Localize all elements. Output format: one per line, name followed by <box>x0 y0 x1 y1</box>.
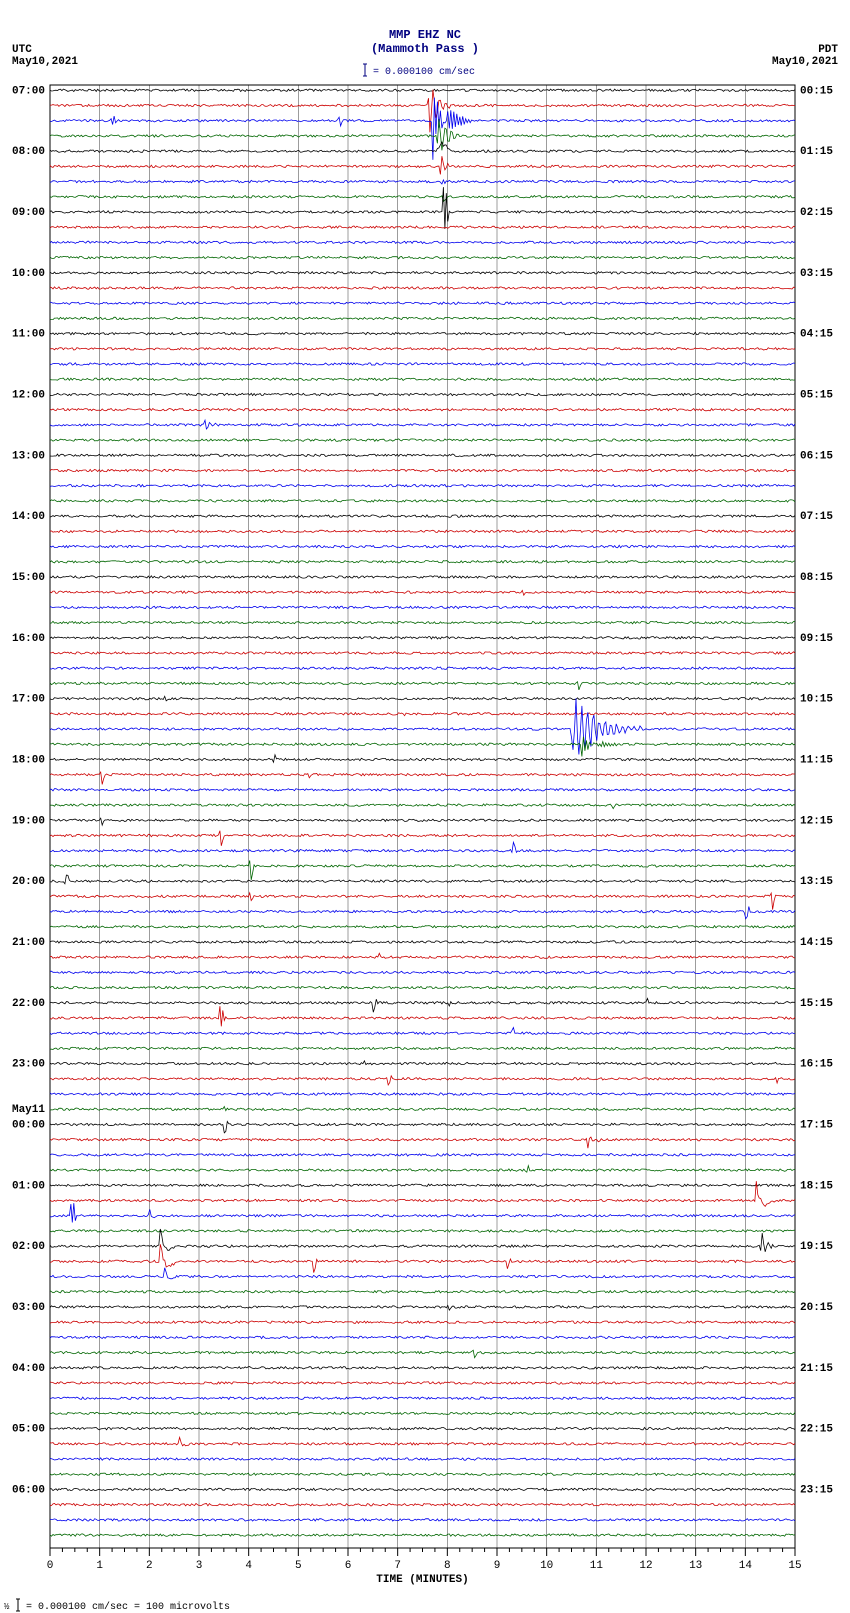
left-tz-label: UTC <box>12 44 32 56</box>
x-tick-label: 7 <box>394 1560 401 1572</box>
footer-scale-note: = 0.000100 cm/sec = 100 microvolts <box>26 1601 230 1613</box>
utc-time-label: 14:00 <box>12 511 45 523</box>
utc-time-label: 09:00 <box>12 207 45 219</box>
pdt-time-label: 03:15 <box>800 268 833 280</box>
utc-time-label: 05:00 <box>12 1424 45 1436</box>
utc-time-label: 07:00 <box>12 85 45 97</box>
svg-text:½: ½ <box>4 1602 10 1612</box>
utc-time-label: 20:00 <box>12 876 45 888</box>
utc-time-label: 01:00 <box>12 1180 45 1192</box>
pdt-time-label: 13:15 <box>800 876 833 888</box>
pdt-time-label: 19:15 <box>800 1241 833 1253</box>
utc-time-label: 04:00 <box>12 1363 45 1375</box>
seismogram-container: MMP EHZ NC(Mammoth Pass )UTCMay10,2021PD… <box>0 0 850 1613</box>
x-tick-label: 10 <box>540 1560 553 1572</box>
x-tick-label: 1 <box>96 1560 103 1572</box>
pdt-time-label: 01:15 <box>800 146 833 158</box>
pdt-time-label: 16:15 <box>800 1059 833 1071</box>
pdt-time-label: 18:15 <box>800 1180 833 1192</box>
utc-time-label: 08:00 <box>12 146 45 158</box>
pdt-time-label: 07:15 <box>800 511 833 523</box>
x-tick-label: 9 <box>494 1560 501 1572</box>
utc-time-label: 10:00 <box>12 268 45 280</box>
utc-time-label: May11 <box>12 1104 45 1116</box>
x-tick-label: 6 <box>345 1560 352 1572</box>
station-id: MMP EHZ NC <box>389 28 461 42</box>
x-tick-label: 11 <box>590 1560 604 1572</box>
pdt-time-label: 06:15 <box>800 450 833 462</box>
x-tick-label: 3 <box>196 1560 203 1572</box>
pdt-time-label: 21:15 <box>800 1363 833 1375</box>
x-tick-label: 5 <box>295 1560 302 1572</box>
pdt-time-label: 17:15 <box>800 1119 833 1131</box>
utc-time-label: 23:00 <box>12 1059 45 1071</box>
pdt-time-label: 15:15 <box>800 998 833 1010</box>
utc-time-label: 13:00 <box>12 450 45 462</box>
utc-time-label: 15:00 <box>12 572 45 584</box>
x-tick-label: 8 <box>444 1560 451 1572</box>
pdt-time-label: 05:15 <box>800 389 833 401</box>
utc-time-label: 06:00 <box>12 1484 45 1496</box>
seismogram-svg: MMP EHZ NC(Mammoth Pass )UTCMay10,2021PD… <box>0 0 850 1613</box>
utc-time-label: 02:00 <box>12 1241 45 1253</box>
pdt-time-label: 00:15 <box>800 85 833 97</box>
scale-bar-label: = 0.000100 cm/sec <box>373 66 475 78</box>
utc-time-label: 11:00 <box>12 329 45 341</box>
x-tick-label: 13 <box>689 1560 702 1572</box>
pdt-time-label: 04:15 <box>800 329 833 341</box>
utc-time-label: 12:00 <box>12 389 45 401</box>
pdt-time-label: 10:15 <box>800 694 833 706</box>
pdt-time-label: 12:15 <box>800 815 833 827</box>
utc-time-label: 03:00 <box>12 1302 45 1314</box>
pdt-time-label: 08:15 <box>800 572 833 584</box>
pdt-time-label: 02:15 <box>800 207 833 219</box>
right-date: May10,2021 <box>772 56 838 68</box>
x-tick-label: 0 <box>47 1560 54 1572</box>
left-date: May10,2021 <box>12 56 78 68</box>
x-tick-label: 15 <box>788 1560 801 1572</box>
utc-time-label: 21:00 <box>12 937 45 949</box>
utc-time-label: 22:00 <box>12 998 45 1010</box>
x-tick-label: 2 <box>146 1560 153 1572</box>
utc-time-label: 00:00 <box>12 1119 45 1131</box>
x-tick-label: 4 <box>245 1560 252 1572</box>
x-axis-label: TIME (MINUTES) <box>376 1574 468 1586</box>
pdt-time-label: 20:15 <box>800 1302 833 1314</box>
pdt-time-label: 11:15 <box>800 754 833 766</box>
utc-time-label: 18:00 <box>12 754 45 766</box>
utc-time-label: 17:00 <box>12 694 45 706</box>
pdt-time-label: 22:15 <box>800 1424 833 1436</box>
x-tick-label: 14 <box>739 1560 753 1572</box>
station-name: (Mammoth Pass ) <box>371 42 479 56</box>
pdt-time-label: 23:15 <box>800 1484 833 1496</box>
pdt-time-label: 14:15 <box>800 937 833 949</box>
pdt-time-label: 09:15 <box>800 633 833 645</box>
utc-time-label: 19:00 <box>12 815 45 827</box>
right-tz-label: PDT <box>818 44 838 56</box>
utc-time-label: 16:00 <box>12 633 45 645</box>
x-tick-label: 12 <box>639 1560 652 1572</box>
